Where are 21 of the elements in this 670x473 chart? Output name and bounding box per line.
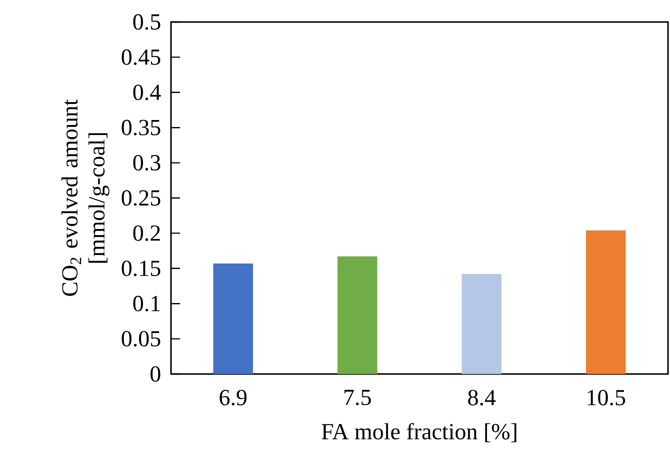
y-tick-label: 0.2 [133, 225, 160, 242]
y-tick-label: 0.4 [133, 84, 161, 100]
x-tick-label: 6.9 [220, 390, 247, 406]
y-tick-label: 0.35 [122, 120, 160, 136]
bar [337, 256, 378, 374]
x-tick-label: 10.5 [588, 390, 626, 406]
x-tick-label: 7.5 [344, 390, 371, 406]
x-axis-title: FA mole fraction [%] [322, 423, 516, 442]
y-tick-label: 0.5 [133, 14, 160, 30]
y-tick-label: 0.05 [122, 330, 160, 347]
y-tick-label: 0.1 [133, 296, 160, 312]
y-tick-label: 0.15 [122, 260, 160, 276]
y-tick-label: 0.45 [122, 49, 160, 66]
y-tick-label: 0.3 [133, 154, 160, 171]
x-tick-label: 8.4 [468, 390, 496, 406]
y-tick-label: 0 [150, 366, 160, 382]
bar [213, 263, 254, 374]
y-axis-title: CO$_{2}$ evolved amount [mmol/g-coal] [61, 99, 110, 296]
bar [586, 230, 626, 374]
y-tick-label: 0.25 [122, 190, 160, 206]
bar [462, 274, 502, 374]
